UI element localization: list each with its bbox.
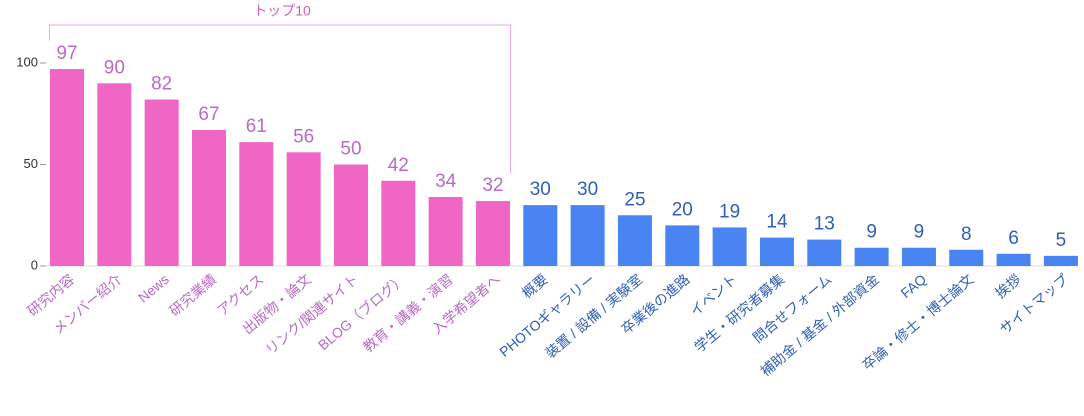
bar: [50, 69, 84, 266]
bar: [286, 152, 321, 266]
x-tick-label: 概要: [519, 271, 551, 301]
bar: [475, 201, 510, 266]
value-label: 9: [866, 222, 877, 243]
bar: [239, 142, 274, 266]
value-label: 20: [672, 199, 693, 220]
annotation: トップ10: [253, 3, 311, 19]
bar: [617, 215, 652, 266]
value-label: 97: [56, 43, 77, 64]
y-tick-label: 50: [24, 156, 38, 171]
value-label: 90: [104, 57, 125, 78]
value-label: 82: [151, 74, 172, 95]
bar: [712, 227, 747, 266]
value-label: 61: [246, 116, 267, 137]
x-tick-label: 挨拶: [992, 271, 1024, 301]
value-label: 13: [814, 214, 835, 235]
bar: [333, 164, 368, 266]
bar: [191, 129, 226, 266]
x-tick-label: News: [135, 271, 172, 306]
x-tick-label: FAQ: [898, 271, 930, 301]
bar: [1043, 255, 1078, 266]
x-tick-label: 研究業績: [166, 271, 219, 319]
value-label: 6: [1008, 228, 1019, 249]
bar: [901, 247, 936, 266]
y-tick-label: 100: [16, 54, 38, 69]
value-label: 50: [340, 139, 361, 160]
bar: [428, 196, 463, 266]
y-tick-label: 0: [31, 257, 38, 272]
value-label: 8: [961, 224, 972, 245]
bar: [759, 237, 794, 266]
bar: [381, 180, 416, 266]
value-label: 34: [435, 171, 457, 192]
bar: [97, 83, 132, 266]
bar: [854, 247, 889, 266]
value-label: 5: [1056, 230, 1067, 251]
bar: [144, 99, 179, 266]
value-label: 19: [719, 201, 740, 222]
value-label: 14: [766, 212, 788, 233]
value-label: 30: [577, 179, 598, 200]
value-label: 42: [388, 155, 409, 176]
bar: [523, 205, 558, 266]
bar: [665, 225, 700, 266]
bar: [570, 205, 605, 266]
value-label: 30: [530, 179, 551, 200]
value-label: 9: [914, 222, 925, 243]
bar: [996, 253, 1031, 266]
value-label: 56: [293, 126, 314, 147]
bar: [807, 239, 842, 266]
value-label: 25: [624, 189, 645, 210]
annotation-bracket: [49, 24, 511, 174]
value-label: 67: [198, 104, 219, 125]
value-label: 32: [482, 175, 503, 196]
bar: [949, 249, 984, 266]
